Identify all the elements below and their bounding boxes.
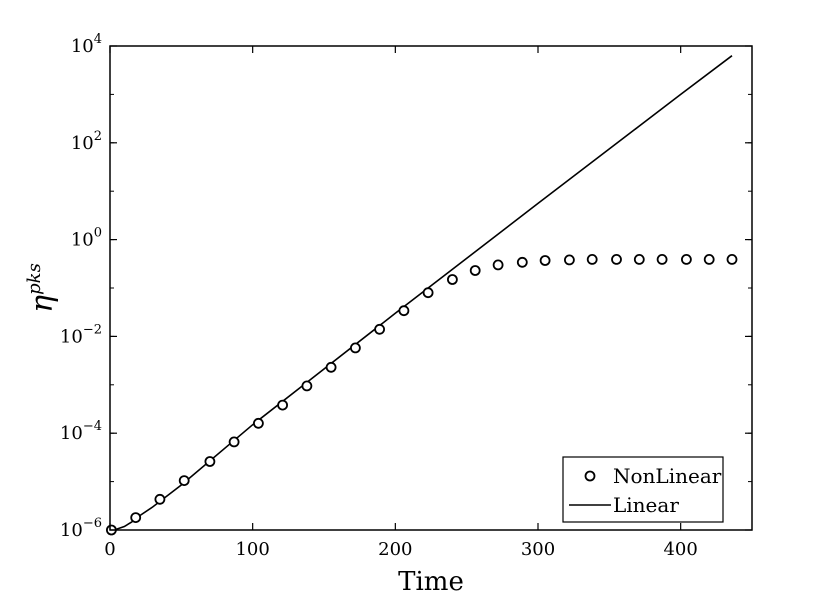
y-axis-title-base: η xyxy=(25,295,60,313)
legend-box xyxy=(562,456,724,523)
y-tick-label-0: 10−6 xyxy=(60,516,102,541)
data-point-nonlinear-1 xyxy=(130,512,142,523)
data-point-nonlinear-12 xyxy=(398,305,410,317)
y-axis-title-superscript: pks xyxy=(24,263,45,295)
data-point-nonlinear-23 xyxy=(656,253,668,265)
data-point-nonlinear-5 xyxy=(228,436,240,448)
y-tick-label-2: 10−2 xyxy=(60,322,102,347)
x-tick-label-400: 400 xyxy=(663,539,697,560)
data-point-nonlinear-21 xyxy=(611,253,622,265)
x-axis-title: Time xyxy=(398,567,464,597)
series-line-linear xyxy=(109,55,733,531)
data-point-nonlinear-4 xyxy=(204,456,216,467)
data-point-nonlinear-18 xyxy=(539,255,551,266)
x-tick-label-100: 100 xyxy=(235,539,269,560)
data-point-nonlinear-9 xyxy=(325,361,337,373)
data-point-nonlinear-2 xyxy=(154,493,166,505)
ticks-layer: 0 100 200 300 400 10−6 10−4 10−2 100 102 104 xyxy=(60,32,752,560)
series-layer xyxy=(106,55,738,536)
data-point-nonlinear-25 xyxy=(703,253,715,265)
data-point-nonlinear-24 xyxy=(681,253,692,265)
data-point-nonlinear-15 xyxy=(469,265,481,276)
data-point-nonlinear-22 xyxy=(633,253,645,265)
y-tick-label-5: 104 xyxy=(71,32,102,57)
legend-label-linear: Linear xyxy=(613,493,679,517)
data-point-nonlinear-8 xyxy=(301,380,313,392)
data-point-nonlinear-3 xyxy=(178,475,190,487)
data-point-nonlinear-20 xyxy=(586,253,598,265)
data-point-nonlinear-19 xyxy=(564,254,575,266)
data-point-nonlinear-16 xyxy=(492,259,504,271)
x-tick-label-200: 200 xyxy=(378,539,412,560)
data-point-nonlinear-6 xyxy=(252,417,264,429)
data-point-nonlinear-13 xyxy=(422,287,434,299)
data-point-nonlinear-26 xyxy=(726,253,738,265)
legend-marker-nonlinear xyxy=(584,470,596,482)
data-point-nonlinear-10 xyxy=(349,342,361,354)
y-tick-label-4: 102 xyxy=(71,129,102,154)
legend: NonLinear Linear xyxy=(562,456,724,523)
data-point-nonlinear-17 xyxy=(516,256,528,268)
data-point-nonlinear-14 xyxy=(446,274,458,285)
y-tick-label-1: 10−4 xyxy=(60,419,102,444)
data-point-nonlinear-11 xyxy=(374,323,386,335)
legend-label-nonlinear: NonLinear xyxy=(613,464,722,488)
data-point-nonlinear-7 xyxy=(277,399,289,411)
x-tick-label-300: 300 xyxy=(521,539,555,560)
y-axis-title: ηpks xyxy=(24,263,60,313)
y-tick-label-3: 100 xyxy=(71,226,102,251)
x-tick-label-0: 0 xyxy=(104,539,115,560)
